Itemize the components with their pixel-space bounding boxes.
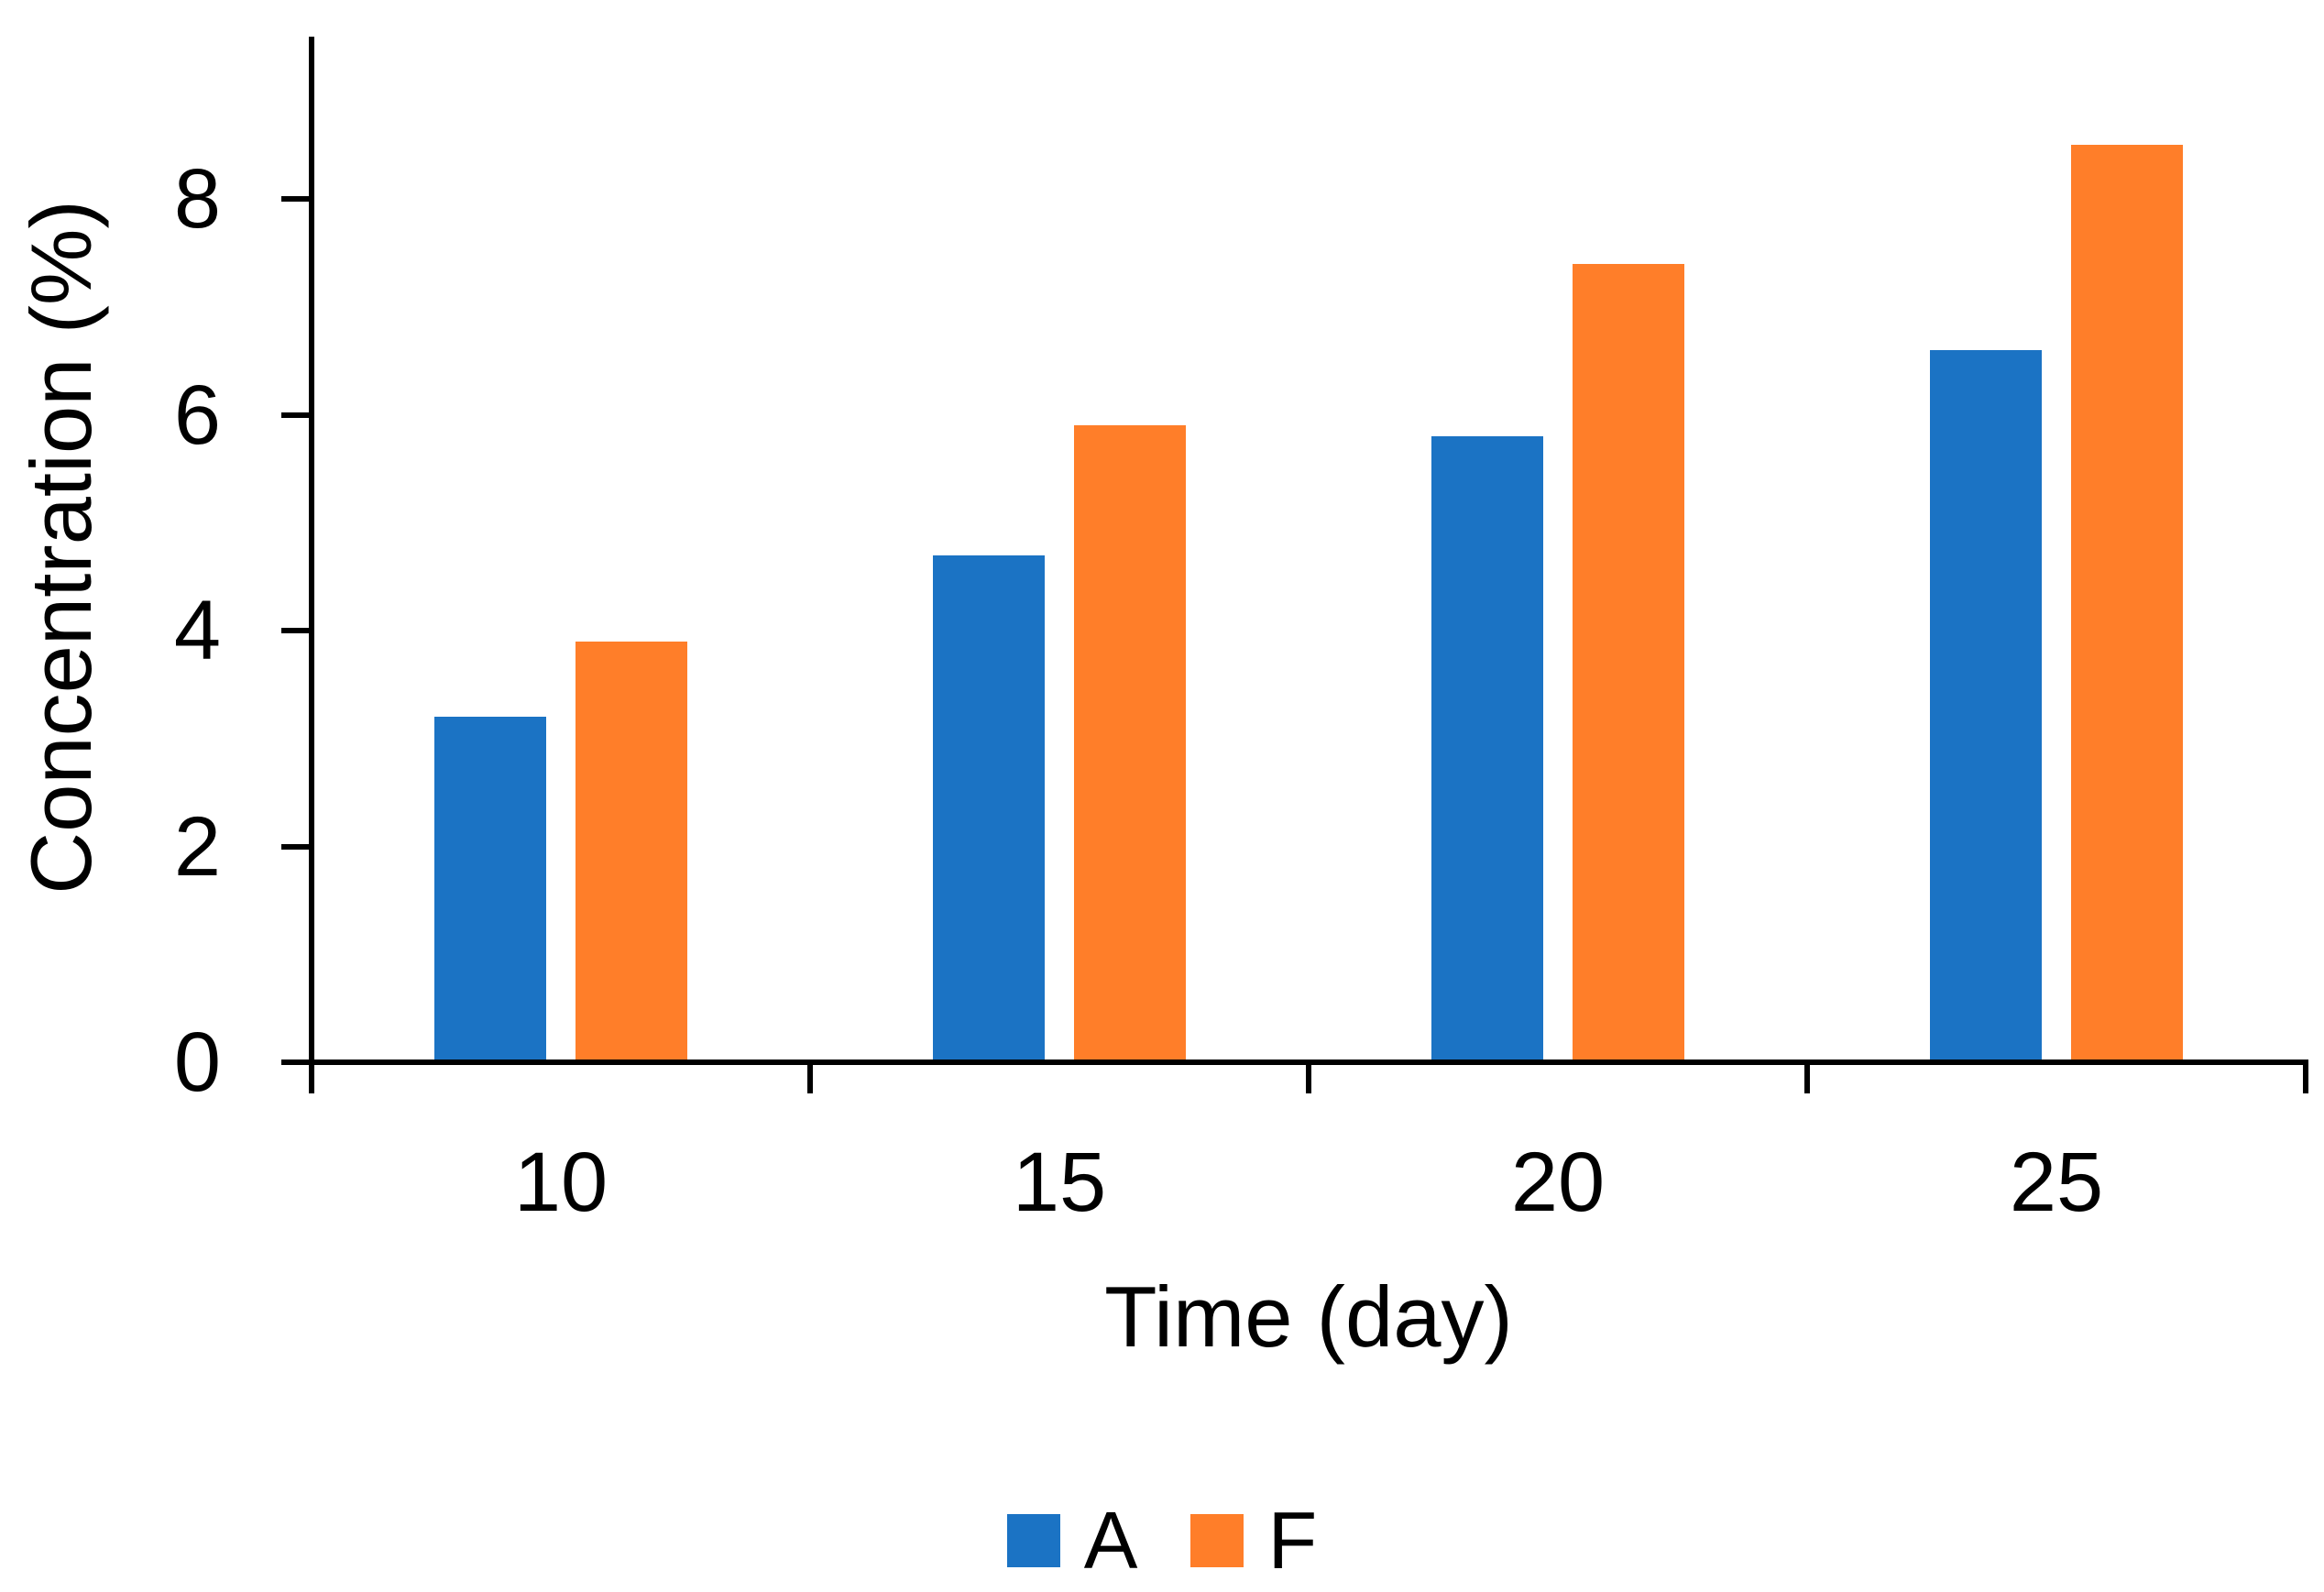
x-axis-tick [807,1060,813,1093]
y-axis-title: Concentration (%) [13,200,109,895]
x-tick-label: 15 [1012,1136,1107,1229]
bar-F-15 [1074,425,1186,1065]
legend-label: A [1083,1495,1138,1586]
legend-label: F [1267,1495,1318,1586]
x-axis-tick [2303,1060,2308,1093]
x-axis-tick [1306,1060,1311,1093]
y-tick-label: 4 [173,584,221,677]
bar-F-25 [2071,145,2183,1065]
x-axis-line [281,1060,2306,1065]
x-axis-title: Time (day) [1104,1268,1513,1365]
bar-A-15 [933,555,1045,1065]
bar-F-10 [576,642,687,1065]
y-tick-label: 2 [173,799,221,894]
legend-item-F: F [1190,1500,1317,1581]
legend-swatch-F [1190,1514,1244,1567]
bar-F-20 [1573,264,1684,1065]
x-tick-label: 10 [513,1136,608,1229]
bar-A-10 [434,717,546,1065]
y-axis-tick [281,196,309,202]
y-tick-label: 0 [173,1016,221,1109]
x-axis-tick [1804,1060,1810,1093]
legend-swatch-A [1006,1514,1060,1567]
y-tick-label: 6 [173,368,221,462]
bar-A-25 [1930,350,2042,1065]
x-tick-label: 25 [2009,1136,2104,1229]
y-axis-line [309,37,314,1093]
y-tick-label: 8 [173,152,221,246]
legend-item-A: A [1006,1495,1138,1586]
x-tick-label: 20 [1510,1136,1606,1229]
bar-A-20 [1431,436,1543,1065]
y-axis-tick [281,628,309,633]
y-axis-tick [281,843,309,850]
y-axis-tick [281,412,309,418]
